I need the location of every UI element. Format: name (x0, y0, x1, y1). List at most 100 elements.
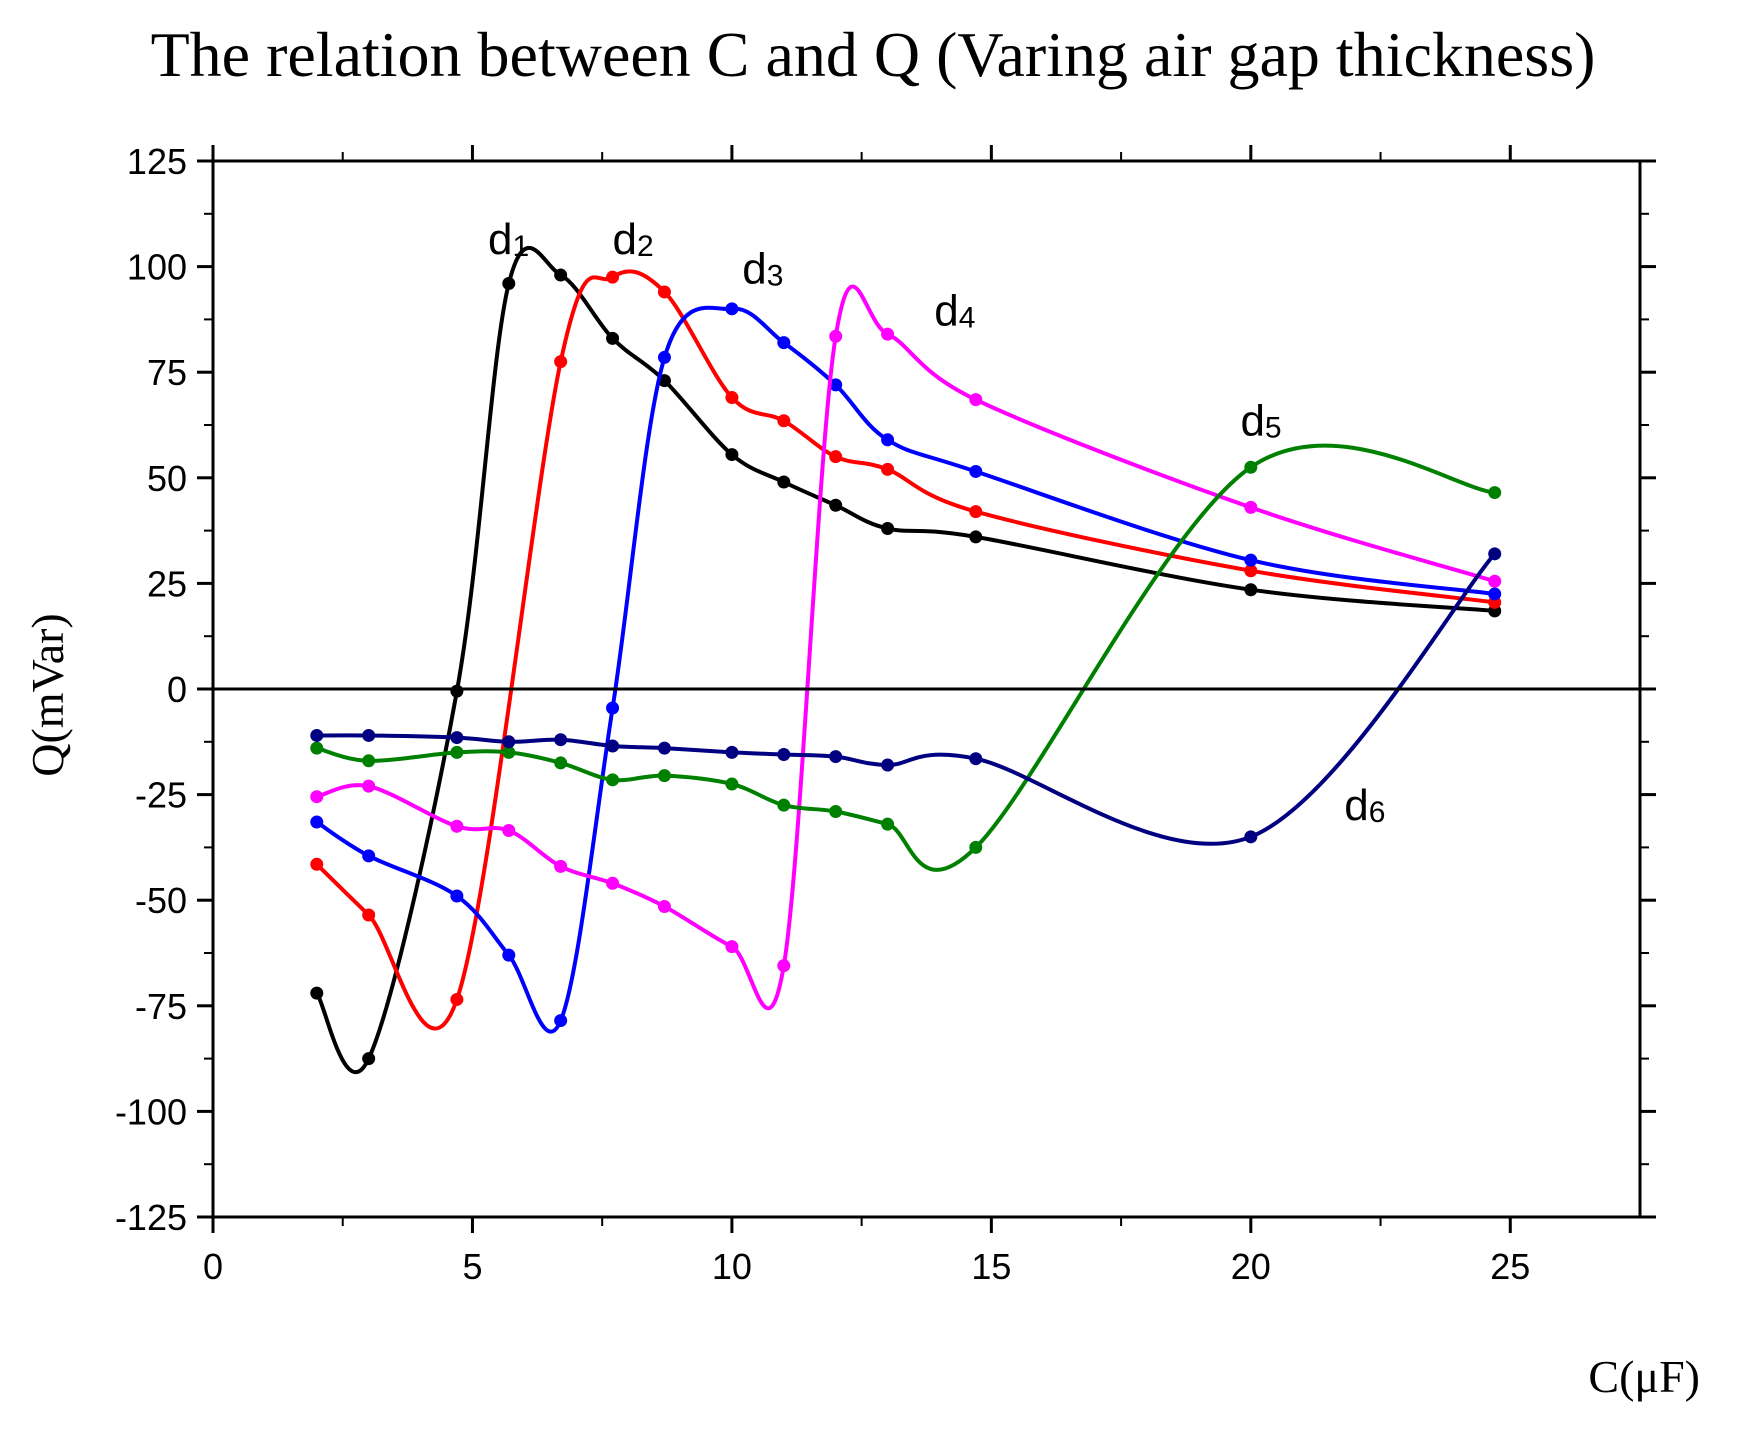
data-point-d1 (829, 498, 843, 512)
y-tick-label: -75 (135, 986, 187, 1027)
data-point-d3 (502, 948, 516, 962)
data-point-d2 (450, 992, 464, 1006)
series-label-sub: 3 (767, 259, 784, 292)
data-point-d6 (362, 728, 376, 742)
data-point-d1 (450, 684, 464, 698)
data-point-d4 (554, 859, 568, 873)
series-label-sub: 6 (1369, 796, 1386, 829)
data-point-d5 (450, 745, 464, 759)
data-point-d6 (502, 735, 516, 749)
data-point-d6 (777, 747, 791, 761)
x-tick-label: 25 (1490, 1246, 1530, 1287)
series-label-d5: d5 (1240, 397, 1281, 446)
data-point-d2 (725, 391, 739, 405)
data-point-d4 (1488, 574, 1502, 588)
data-point-d5 (1488, 486, 1502, 500)
data-point-d2 (657, 285, 671, 299)
series-label-main: d (1344, 781, 1368, 830)
data-point-d4 (881, 327, 895, 341)
data-point-d1 (502, 276, 516, 290)
data-point-d4 (777, 959, 791, 973)
x-tick-label: 15 (971, 1246, 1011, 1287)
data-point-d6 (310, 728, 324, 742)
x-tick-label: 10 (712, 1246, 752, 1287)
data-point-d4 (1244, 500, 1258, 514)
series-label-sub: 2 (637, 230, 654, 263)
data-point-d1 (969, 530, 983, 544)
y-tick-label: -125 (115, 1197, 187, 1238)
y-tick-label: 100 (127, 247, 187, 288)
data-point-d2 (777, 414, 791, 428)
series-label-main: d (742, 244, 766, 293)
data-point-d4 (450, 819, 464, 833)
y-tick-label: -25 (135, 775, 187, 816)
data-point-d2 (310, 857, 324, 871)
y-tick-label: 50 (147, 458, 187, 499)
data-point-d3 (362, 849, 376, 863)
data-point-d2 (969, 505, 983, 519)
data-point-d3 (1488, 587, 1502, 601)
series-d5 (310, 443, 1502, 872)
data-point-d2 (1244, 564, 1258, 578)
data-point-d6 (606, 739, 620, 753)
series-label-main: d (934, 287, 958, 336)
x-tick-label: 20 (1231, 1246, 1271, 1287)
data-point-d6 (1488, 547, 1502, 561)
series-label-d4: d4 (934, 287, 975, 336)
data-point-d4 (725, 940, 739, 954)
data-point-d5 (777, 798, 791, 812)
data-point-d2 (606, 270, 620, 284)
series-label-d1: d1 (488, 215, 529, 264)
data-point-d1 (1244, 583, 1258, 597)
data-point-d2 (554, 355, 568, 369)
y-tick-label: 75 (147, 352, 187, 393)
data-point-d1 (310, 986, 324, 1000)
series-d4 (310, 284, 1502, 1011)
data-point-d4 (657, 900, 671, 914)
series-line-d3 (315, 305, 1495, 1034)
data-point-d6 (657, 741, 671, 755)
series-line-d6 (316, 552, 1497, 846)
data-point-d5 (881, 817, 895, 831)
data-point-d3 (777, 336, 791, 350)
data-point-d2 (881, 462, 895, 476)
data-point-d5 (310, 741, 324, 755)
data-point-d6 (969, 752, 983, 766)
y-tick-label: 125 (127, 141, 187, 182)
series-label-d3: d3 (742, 244, 783, 293)
data-point-d5 (969, 840, 983, 854)
x-tick-label: 5 (462, 1246, 482, 1287)
series-line-d5 (316, 443, 1495, 872)
chart-title: The relation between C and Q (Varing air… (150, 19, 1596, 90)
data-point-d5 (554, 756, 568, 770)
data-point-d3 (1244, 553, 1258, 567)
data-point-d4 (829, 329, 843, 343)
series-label-sub: 5 (1265, 412, 1282, 445)
series-line-d1 (315, 245, 1495, 1074)
data-point-d3 (310, 815, 324, 829)
data-point-d5 (502, 745, 516, 759)
data-point-d2 (829, 450, 843, 464)
series-d6 (310, 547, 1502, 846)
data-point-d1 (777, 475, 791, 489)
data-point-d6 (829, 750, 843, 764)
y-tick-label: 0 (167, 669, 187, 710)
series-label-main: d (488, 215, 512, 264)
data-point-d3 (725, 302, 739, 316)
data-point-d2 (362, 908, 376, 922)
data-point-d5 (1244, 460, 1258, 474)
y-tick-label: 25 (147, 563, 187, 604)
data-point-d1 (554, 268, 568, 282)
data-point-d1 (362, 1052, 376, 1066)
data-point-d1 (725, 448, 739, 462)
data-point-d3 (606, 701, 620, 715)
data-point-d5 (725, 777, 739, 791)
data-point-d3 (554, 1014, 568, 1028)
y-tick-label: -50 (135, 880, 187, 921)
y-tick-label: -100 (115, 1091, 187, 1132)
series-label-main: d (613, 215, 637, 264)
data-point-d6 (1244, 830, 1258, 844)
data-point-d6 (725, 745, 739, 759)
data-point-d4 (310, 790, 324, 804)
data-point-d5 (829, 804, 843, 818)
